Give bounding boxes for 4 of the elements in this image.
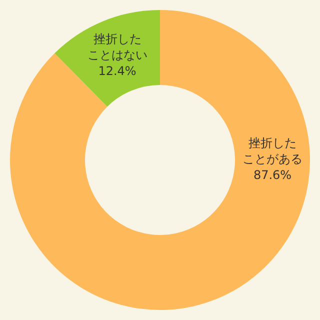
slice-label: 挫折したことはない: [87, 32, 148, 62]
data-label: 87.6%: [253, 168, 292, 182]
slice-label: 挫折したことがある: [242, 136, 302, 166]
data-label: 12.4%: [98, 64, 136, 78]
